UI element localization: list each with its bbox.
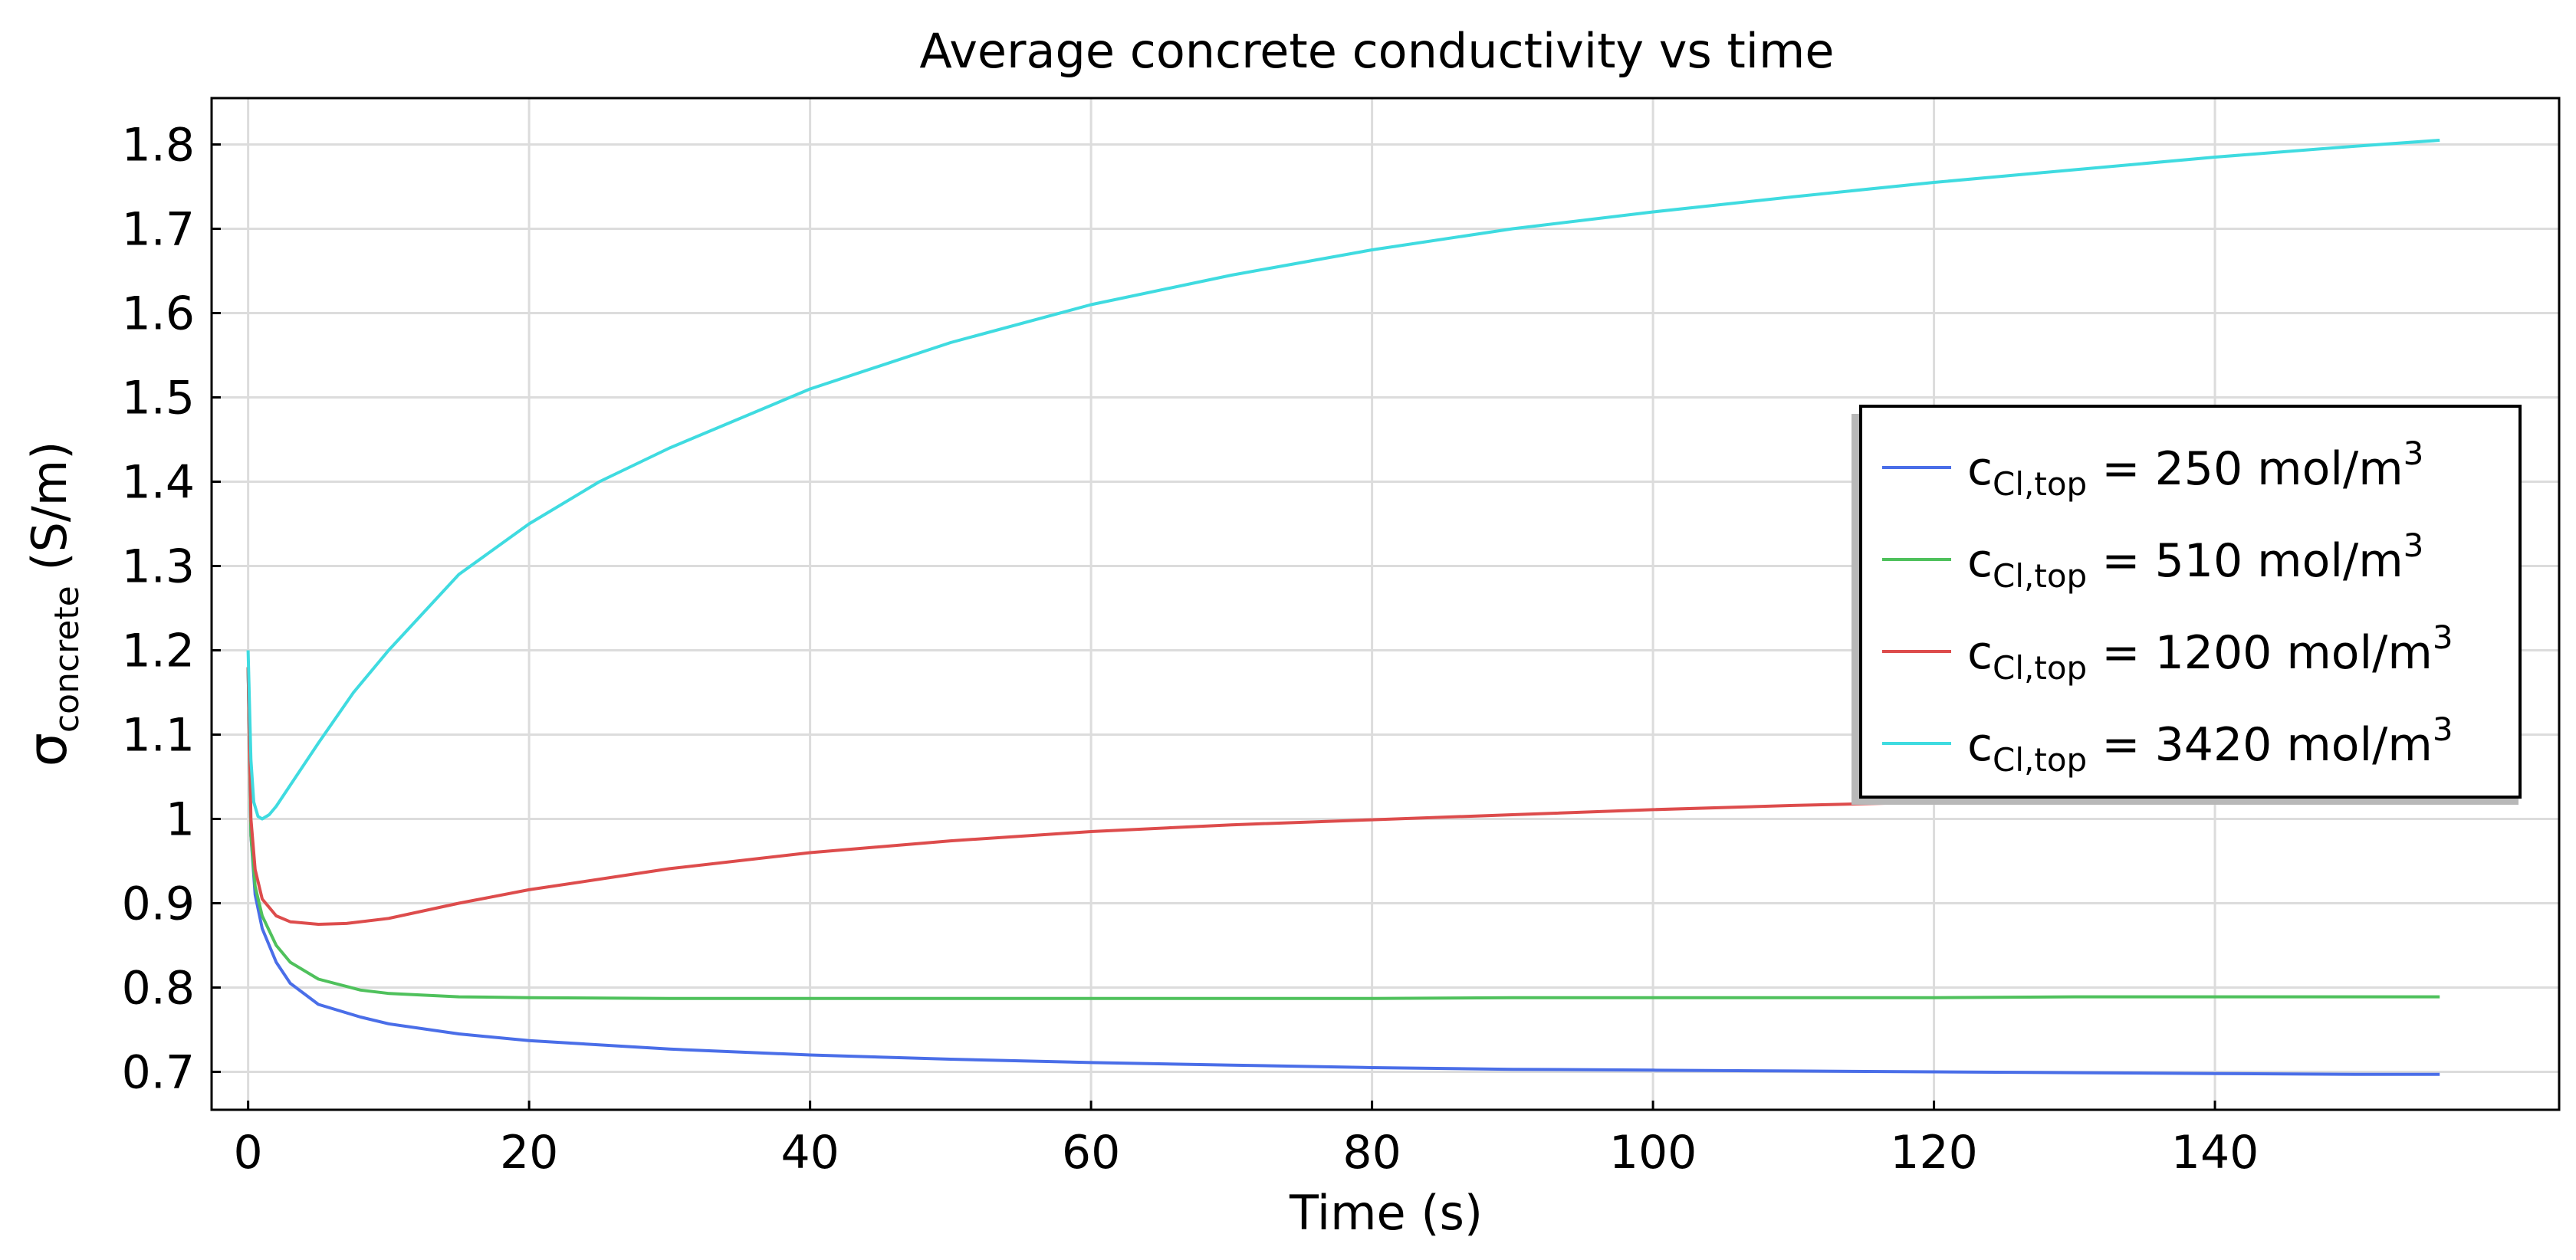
grid bbox=[212, 98, 2559, 1110]
x-tick-label: 100 bbox=[1609, 1126, 1697, 1180]
y-axis-label-unit: (S/m) bbox=[21, 441, 77, 586]
legend-box bbox=[1859, 405, 2522, 799]
y-tick-label: 1.3 bbox=[122, 540, 195, 594]
axis-ticks: 0 20 40 60 80 100 120 140 0.7 0.8 0.9 1 1.1 1.2 1.3 1.4… bbox=[122, 119, 2259, 1180]
legend-label-2: cCl,top = 510 mol/m3 bbox=[1967, 527, 2423, 595]
y-tick-label: 1.1 bbox=[122, 709, 195, 763]
chart-title: Average concrete conductivity vs time bbox=[919, 23, 1834, 79]
y-tick-label: 0.9 bbox=[122, 878, 195, 931]
y-tick-label: 1.5 bbox=[122, 372, 195, 425]
x-tick-label: 0 bbox=[234, 1126, 263, 1180]
y-axis-label-subscript: concrete bbox=[48, 586, 87, 733]
legend: cCl,top = 250 mol/m3 cCl,top = 510 mol/m3… bbox=[1852, 405, 2522, 805]
y-tick-label: 1.6 bbox=[122, 287, 195, 341]
y-axis-label-symbol: σ bbox=[16, 733, 79, 766]
x-tick-label: 20 bbox=[500, 1126, 558, 1180]
x-tick-label: 120 bbox=[1890, 1126, 1978, 1180]
y-tick-label: 1.4 bbox=[122, 456, 195, 510]
series-line-3 bbox=[246, 667, 1934, 926]
plot-area bbox=[246, 139, 2440, 1076]
x-tick-label: 80 bbox=[1342, 1126, 1401, 1180]
y-tick-label: 1.2 bbox=[122, 625, 195, 678]
y-tick-label: 1.8 bbox=[122, 119, 195, 172]
x-tick-label: 40 bbox=[780, 1126, 839, 1180]
legend-label-4: cCl,top = 3420 mol/m3 bbox=[1967, 710, 2453, 779]
x-tick-label: 140 bbox=[2171, 1126, 2259, 1180]
legend-label-3: cCl,top = 1200 mol/m3 bbox=[1967, 619, 2453, 687]
plot-frame bbox=[210, 97, 2561, 1111]
legend-label-1: cCl,top = 250 mol/m3 bbox=[1967, 435, 2423, 503]
y-tick-label: 1.7 bbox=[122, 203, 195, 257]
series-line-4 bbox=[246, 139, 2440, 821]
y-tick-label: 0.8 bbox=[122, 962, 195, 1016]
x-axis-label: Time (s) bbox=[1289, 1185, 1483, 1241]
y-tick-label: 1 bbox=[166, 793, 195, 847]
legend-items: cCl,top = 250 mol/m3 cCl,top = 510 mol/m3… bbox=[1882, 435, 2453, 779]
series-line-1 bbox=[246, 667, 2440, 1076]
x-tick-label: 60 bbox=[1062, 1126, 1120, 1180]
series-line-2 bbox=[246, 667, 2440, 1000]
y-axis-label: σconcrete (S/m) bbox=[16, 441, 87, 767]
y-tick-label: 0.7 bbox=[122, 1046, 195, 1100]
